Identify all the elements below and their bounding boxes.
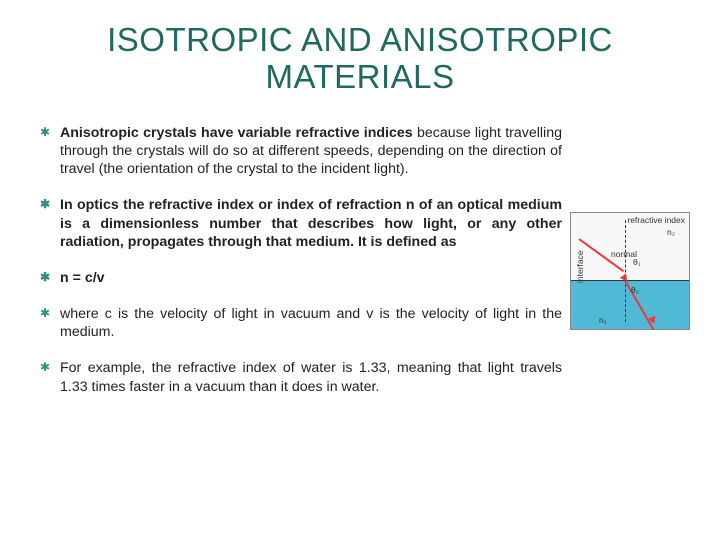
diagram-column: refractive index n₂ normal θ₁ θ₂ interfa… (570, 124, 690, 414)
bullet-2: In optics the refractive index or index … (42, 196, 562, 251)
label-n1: n₁ (599, 315, 607, 325)
normal-line (625, 220, 626, 322)
interface-line (571, 280, 689, 281)
bullet-1-bold: Anisotropic crystals have variable refra… (60, 125, 413, 141)
content-row: Anisotropic crystals have variable refra… (30, 124, 690, 414)
label-theta2: θ₂ (631, 285, 639, 295)
bullet-4: where c is the velocity of light in vacu… (42, 305, 562, 341)
label-interface: interface (575, 250, 585, 283)
bullet-5: For example, the refractive index of wat… (42, 359, 562, 395)
bullet-1: Anisotropic crystals have variable refra… (42, 124, 562, 179)
label-theta1: θ₁ (633, 257, 641, 267)
slide: ISOTROPIC AND ANISOTROPIC MATERIALS Anis… (0, 0, 720, 540)
slide-title: ISOTROPIC AND ANISOTROPIC MATERIALS (30, 22, 690, 96)
bullet-3-formula: n = c/v (42, 269, 562, 287)
label-n2: n₂ (667, 227, 675, 237)
refraction-diagram: refractive index n₂ normal θ₁ θ₂ interfa… (570, 212, 690, 330)
text-column: Anisotropic crystals have variable refra… (30, 124, 562, 414)
label-refractive-index: refractive index (627, 215, 685, 225)
bullet-list: Anisotropic crystals have variable refra… (30, 124, 562, 396)
